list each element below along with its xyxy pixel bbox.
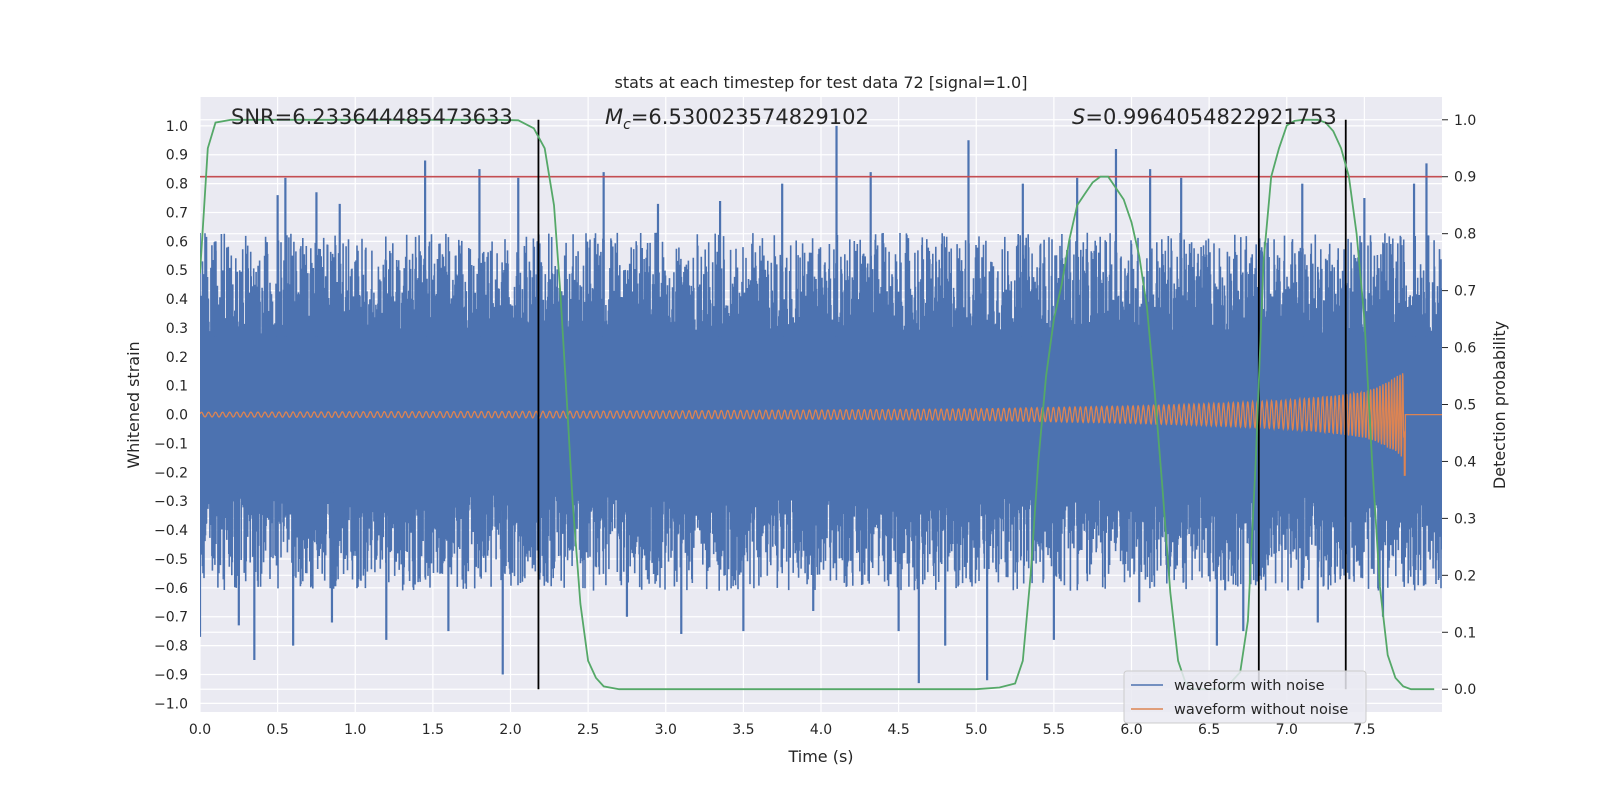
detection-probability-series: [200, 118, 1435, 691]
legend-label-noise: waveform with noise: [1174, 678, 1325, 694]
y-tick-label: −0.4: [154, 523, 188, 539]
x-tick-label: 7.5: [1353, 722, 1375, 738]
x-tick-label: 7.0: [1276, 722, 1298, 738]
x-tick-label: 2.0: [499, 722, 521, 738]
clean-waveform-line: [200, 373, 1442, 476]
legend-box: [1123, 670, 1367, 724]
x-tick-label: 4.0: [810, 722, 832, 738]
x-axis-label: Time (s): [787, 747, 853, 766]
y-tick-label: 0.7: [166, 205, 188, 221]
y2-axis-label: Detection probability: [1490, 321, 1509, 489]
x-tick-label: 6.5: [1198, 722, 1220, 738]
y2-axis-ticks: 1.0 0.9 0.8 0.7 0.6 0.5 0.4 0.3 0.2 0.1 0.0: [1442, 113, 1476, 698]
x-tick-label: 5.0: [965, 722, 987, 738]
y-tick-label: 1.0: [166, 119, 188, 135]
chirp-mass-annotation: Mc=6.530023574829102: [605, 105, 869, 133]
y-tick-label: −0.3: [154, 494, 188, 510]
x-tick-label: 5.5: [1043, 722, 1065, 738]
chirp-mass-symbol: M: [605, 105, 623, 129]
y2-tick-label: 0.6: [1454, 341, 1476, 357]
x-tick-label: 0.5: [266, 722, 288, 738]
y2-tick-label: 0.4: [1454, 454, 1476, 470]
x-tick-label: 2.5: [577, 722, 599, 738]
x-tick-label: 4.5: [887, 722, 909, 738]
y-tick-label: −0.1: [154, 436, 188, 452]
snr-annotation: SNR=6.233644485473633: [231, 105, 513, 129]
y-tick-label: 0.5: [166, 263, 188, 279]
y-tick-label: −0.2: [154, 465, 188, 481]
y2-tick-label: 0.2: [1454, 568, 1476, 584]
x-tick-label: 3.5: [732, 722, 754, 738]
y-tick-label: 0.3: [166, 321, 188, 337]
x-tick-label: 1.0: [344, 722, 366, 738]
y2-tick-label: 0.9: [1454, 170, 1476, 186]
s-symbol: S: [1072, 105, 1085, 129]
y-tick-label: −0.6: [154, 581, 188, 597]
y-tick-label: 0.0: [166, 408, 188, 424]
waveform-without-noise-series: [200, 373, 1442, 476]
y2-tick-label: 0.0: [1454, 682, 1476, 698]
y-tick-label: 0.1: [166, 379, 188, 395]
y-axis-ticks: 1.0 0.9 0.8 0.7 0.6 0.5 0.4 0.3 0.2 0.1 0.0 −0.1 −0.…: [154, 119, 188, 712]
chirp-mass-value: =6.530023574829102: [631, 105, 869, 129]
legend: waveform with noise waveform without noi…: [1123, 670, 1367, 724]
y-tick-label: 0.2: [166, 350, 188, 366]
y2-tick-label: 0.8: [1454, 227, 1476, 243]
y-tick-label: 0.8: [166, 177, 188, 193]
y2-tick-label: 0.1: [1454, 625, 1476, 641]
y-tick-label: 0.4: [166, 292, 188, 308]
x-tick-label: 1.5: [422, 722, 444, 738]
x-tick-label: 3.0: [655, 722, 677, 738]
x-axis-ticks: 0.0 0.5 1.0 1.5 2.0 2.5 3.0 3.5 4.0 4.5 5.0 5.5 6.0 6…: [189, 722, 1376, 738]
y2-tick-label: 0.7: [1454, 284, 1476, 300]
x-tick-label: 0.0: [189, 722, 211, 738]
x-tick-label: 6.0: [1120, 722, 1142, 738]
chart-title: stats at each timestep for test data 72 …: [615, 73, 1028, 92]
chirp-mass-subscript: c: [623, 117, 631, 133]
legend-label-clean: waveform without noise: [1174, 702, 1348, 718]
s-value: =0.9964054822921753: [1085, 105, 1336, 129]
y2-tick-label: 0.5: [1454, 398, 1476, 414]
y2-tick-label: 1.0: [1454, 113, 1476, 129]
y-tick-label: −0.8: [154, 639, 188, 655]
y-tick-label: 0.9: [166, 148, 188, 164]
detection-probability-line: [200, 118, 1435, 691]
y-tick-label: 0.6: [166, 234, 188, 250]
y-tick-label: −1.0: [154, 696, 188, 712]
y-tick-label: −0.5: [154, 552, 188, 568]
s-annotation: S=0.9964054822921753: [1072, 105, 1337, 129]
y-axis-label: Whitened strain: [124, 341, 143, 468]
y-tick-label: −0.7: [154, 610, 188, 626]
y2-tick-label: 0.3: [1454, 511, 1476, 527]
y-tick-label: −0.9: [154, 667, 188, 683]
